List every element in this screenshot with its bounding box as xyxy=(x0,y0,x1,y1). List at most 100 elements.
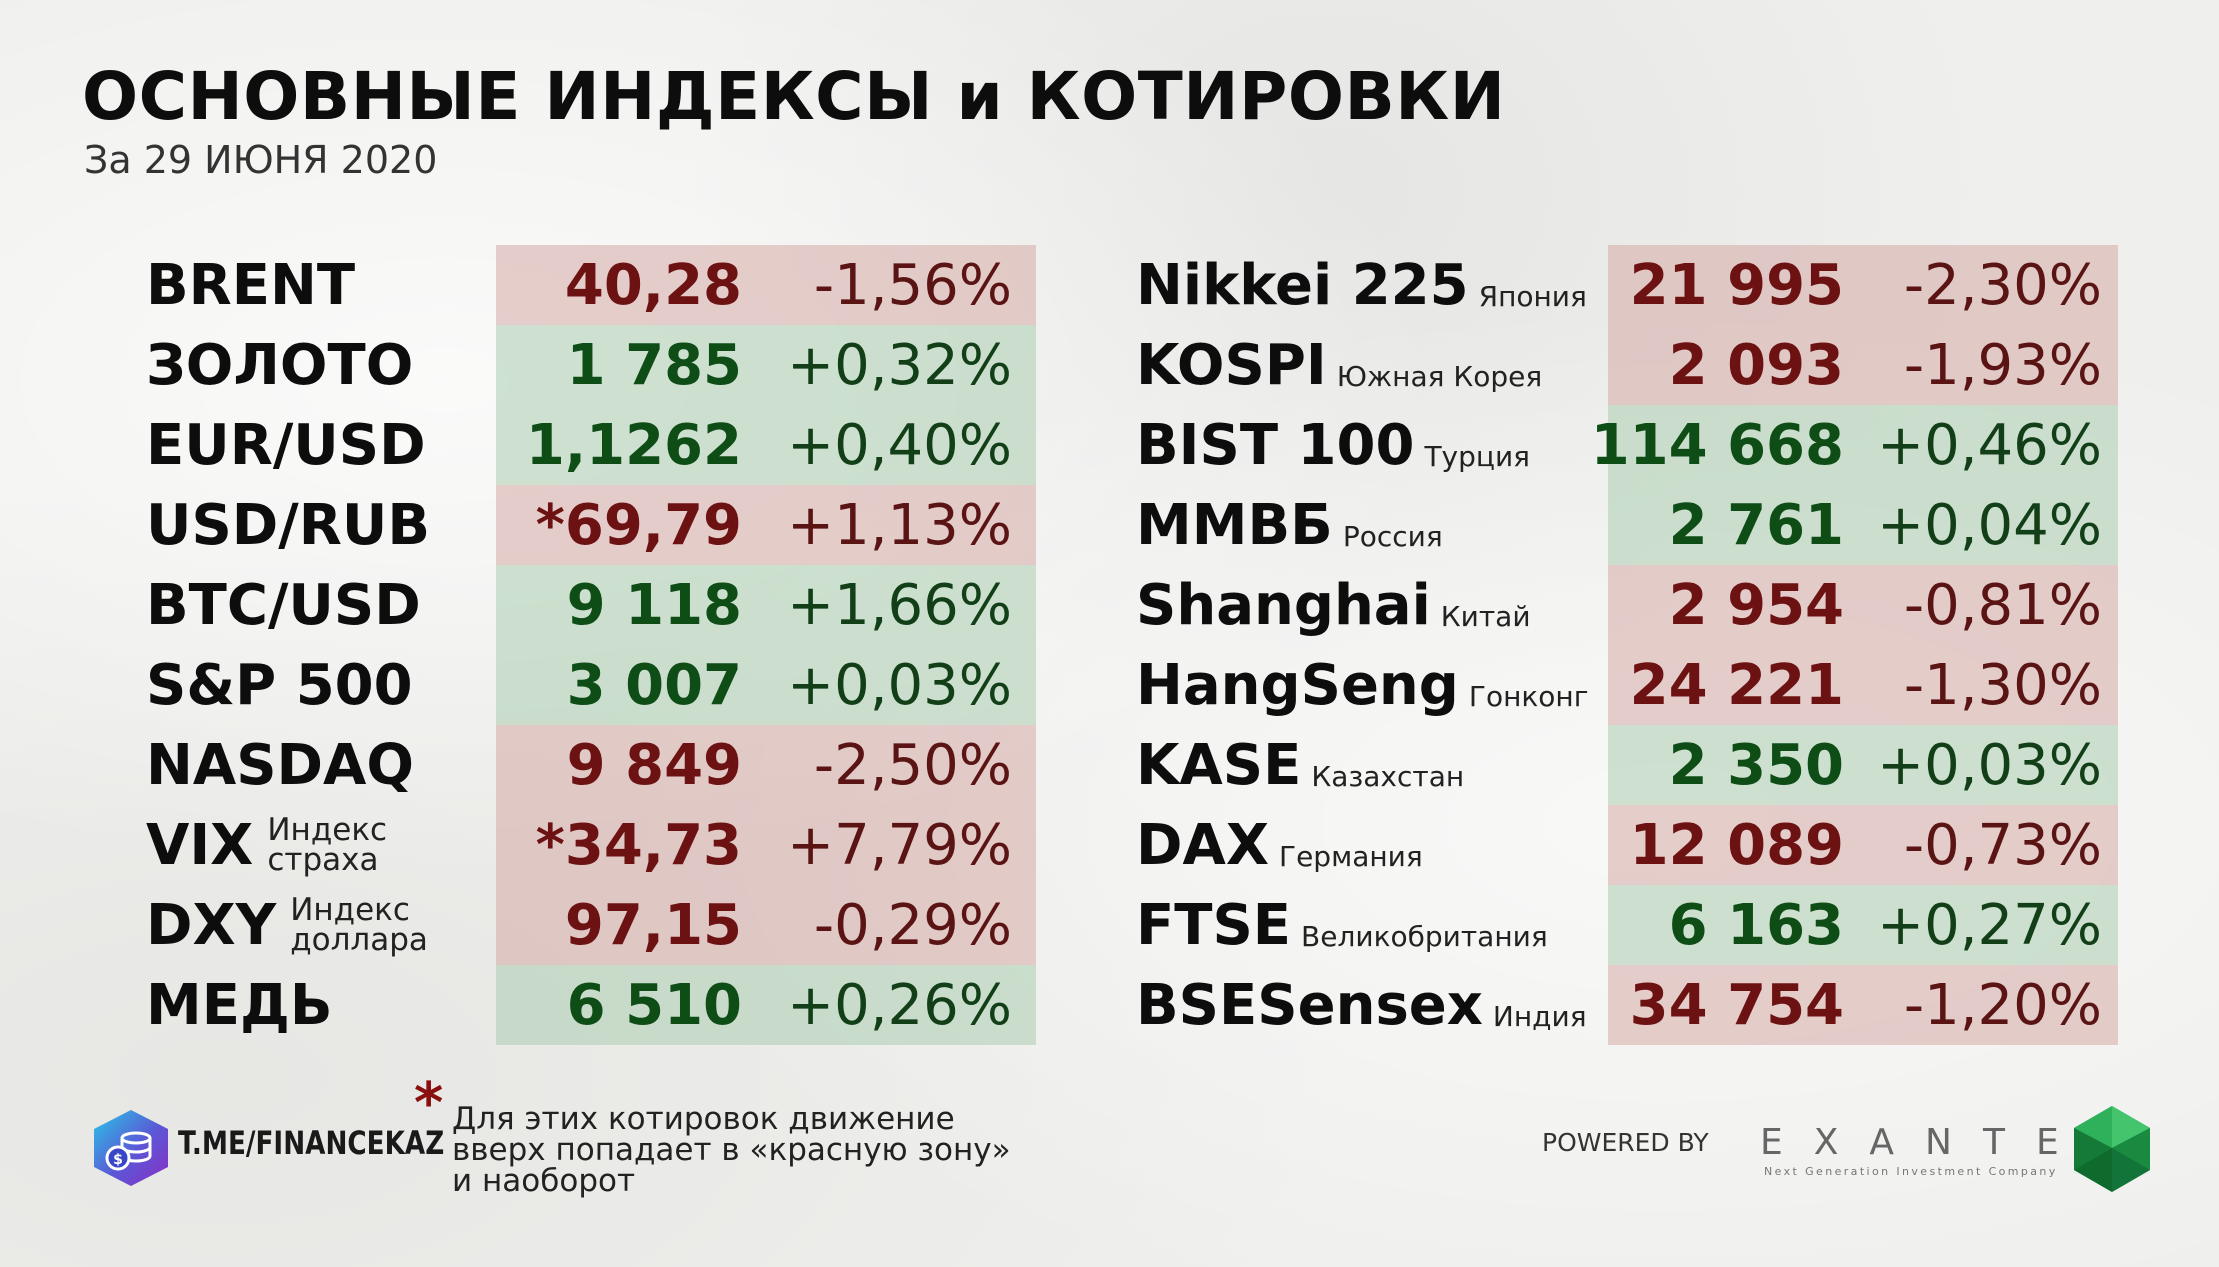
index-name: KOSPI Южная Корея xyxy=(1136,325,1542,405)
index-label: HangSeng xyxy=(1136,652,1459,718)
quote-label: BRENT xyxy=(146,252,356,318)
index-change: +0,04% xyxy=(1877,492,2102,558)
footnote-marker: * xyxy=(414,1071,444,1136)
index-country: Россия xyxy=(1342,519,1443,553)
quote-cell-background xyxy=(496,245,1036,325)
quote-cell-background xyxy=(496,805,1036,885)
index-cell-background xyxy=(1608,485,2118,565)
quote-name: VIX Индекс страха xyxy=(146,805,387,885)
page-title: ОСНОВНЫЕ ИНДЕКСЫ и КОТИРОВКИ xyxy=(82,58,1506,135)
index-change: +0,27% xyxy=(1877,892,2102,958)
index-label: ММВБ xyxy=(1136,492,1333,558)
quote-change: +1,66% xyxy=(787,572,1012,638)
quote-value: 1,1262 xyxy=(525,412,742,478)
quote-description-line: страха xyxy=(267,842,379,878)
index-label: BIST 100 xyxy=(1136,412,1415,478)
quote-description: Индекс доллара xyxy=(290,892,428,958)
quote-name: ЗОЛОТО xyxy=(146,325,413,405)
quote-value: 9 118 xyxy=(566,572,742,638)
index-cell-background xyxy=(1608,645,2118,725)
index-label: KASE xyxy=(1136,732,1302,798)
index-cell-background xyxy=(1608,325,2118,405)
quote-name: S&P 500 xyxy=(146,645,413,725)
quote-cell-background xyxy=(496,325,1036,405)
quote-value: 40,28 xyxy=(564,252,742,318)
footnote-line: и наоборот xyxy=(452,1163,636,1199)
quote-change: -0,29% xyxy=(813,892,1012,958)
quote-description-line: доллара xyxy=(290,922,428,958)
quote-change: +0,03% xyxy=(787,652,1012,718)
quote-label: USD/RUB xyxy=(146,492,431,558)
index-cell-background xyxy=(1608,565,2118,645)
footnote-line: Для этих котировок движение xyxy=(452,1101,955,1137)
page-subtitle: За 29 ИЮНЯ 2020 xyxy=(84,138,438,182)
quote-label: S&P 500 xyxy=(146,652,413,718)
quote-change: -1,56% xyxy=(813,252,1012,318)
index-country: Китай xyxy=(1440,599,1531,633)
quote-label: МЕДЬ xyxy=(146,972,333,1038)
sponsor-logo-text: EXANTE xyxy=(1760,1122,2090,1163)
svg-text:$: $ xyxy=(113,1152,123,1168)
index-country: Индия xyxy=(1492,999,1587,1033)
quote-label: NASDAQ xyxy=(146,732,414,798)
footnote-line: вверх попадает в «красную зону» xyxy=(452,1132,1011,1168)
index-country: Великобритания xyxy=(1301,919,1548,953)
quote-name: BTC/USD xyxy=(146,565,421,645)
index-cell-background xyxy=(1608,245,2118,325)
quote-change: +0,40% xyxy=(787,412,1012,478)
index-country: Турция xyxy=(1424,439,1530,473)
quote-change: +7,79% xyxy=(787,812,1012,878)
quote-cell-background xyxy=(496,885,1036,965)
quote-description-line: Индекс xyxy=(267,812,388,848)
index-name: KASE Казахстан xyxy=(1136,725,1464,805)
index-value: 2 093 xyxy=(1668,332,1844,398)
index-change: -1,30% xyxy=(1903,652,2102,718)
index-label: KOSPI xyxy=(1136,332,1327,398)
index-country: Япония xyxy=(1478,279,1587,313)
quote-name: BRENT xyxy=(146,245,355,325)
index-change: -2,30% xyxy=(1903,252,2102,318)
quote-description-line: Индекс xyxy=(290,892,410,928)
index-cell-background xyxy=(1608,805,2118,885)
index-change: -0,81% xyxy=(1903,572,2102,638)
index-label: DAX xyxy=(1136,812,1269,878)
quote-value: 6 510 xyxy=(566,972,742,1038)
quote-name: EUR/USD xyxy=(146,405,426,485)
index-change: -0,73% xyxy=(1903,812,2102,878)
index-label: Nikkei 225 xyxy=(1136,252,1469,318)
index-value: 12 089 xyxy=(1629,812,1844,878)
quote-value: 9 849 xyxy=(566,732,742,798)
index-value: 2 954 xyxy=(1668,572,1844,638)
index-name: FTSE Великобритания xyxy=(1136,885,1548,965)
quote-cell-background xyxy=(496,645,1036,725)
quote-name: NASDAQ xyxy=(146,725,414,805)
index-value: 21 995 xyxy=(1629,252,1844,318)
index-country: Гонконг xyxy=(1468,679,1589,713)
powered-by-label: POWERED BY xyxy=(1542,1128,1709,1157)
hexagon-coins-icon: $ xyxy=(94,1110,168,1186)
footnote-text: Для этих котировок движение вверх попада… xyxy=(452,1104,1092,1197)
index-country: Казахстан xyxy=(1311,759,1465,793)
quote-name: МЕДЬ xyxy=(146,965,333,1045)
index-cell-background xyxy=(1608,885,2118,965)
index-name: BIST 100 Турция xyxy=(1136,405,1530,485)
index-value: 24 221 xyxy=(1629,652,1844,718)
quote-label: EUR/USD xyxy=(146,412,426,478)
index-change: -1,93% xyxy=(1903,332,2102,398)
quote-value: *34,73 xyxy=(535,812,742,878)
quote-description: Индекс страха xyxy=(267,812,388,878)
index-change: -1,20% xyxy=(1903,972,2102,1038)
index-change: +0,03% xyxy=(1877,732,2102,798)
index-name: Nikkei 225 Япония xyxy=(1136,245,1587,325)
index-name: BSESensex Индия xyxy=(1136,965,1587,1045)
quote-value: *69,79 xyxy=(535,492,742,558)
quote-name: USD/RUB xyxy=(146,485,430,565)
index-value: 114 668 xyxy=(1590,412,1844,478)
quote-change: -2,50% xyxy=(813,732,1012,798)
quote-value: 97,15 xyxy=(564,892,742,958)
index-label: FTSE xyxy=(1136,892,1292,958)
quote-change: +0,32% xyxy=(787,332,1012,398)
index-name: DAX Германия xyxy=(1136,805,1423,885)
telegram-link[interactable]: T.ME/FINANCEKAZ xyxy=(178,1124,445,1162)
index-name: ММВБ Россия xyxy=(1136,485,1443,565)
